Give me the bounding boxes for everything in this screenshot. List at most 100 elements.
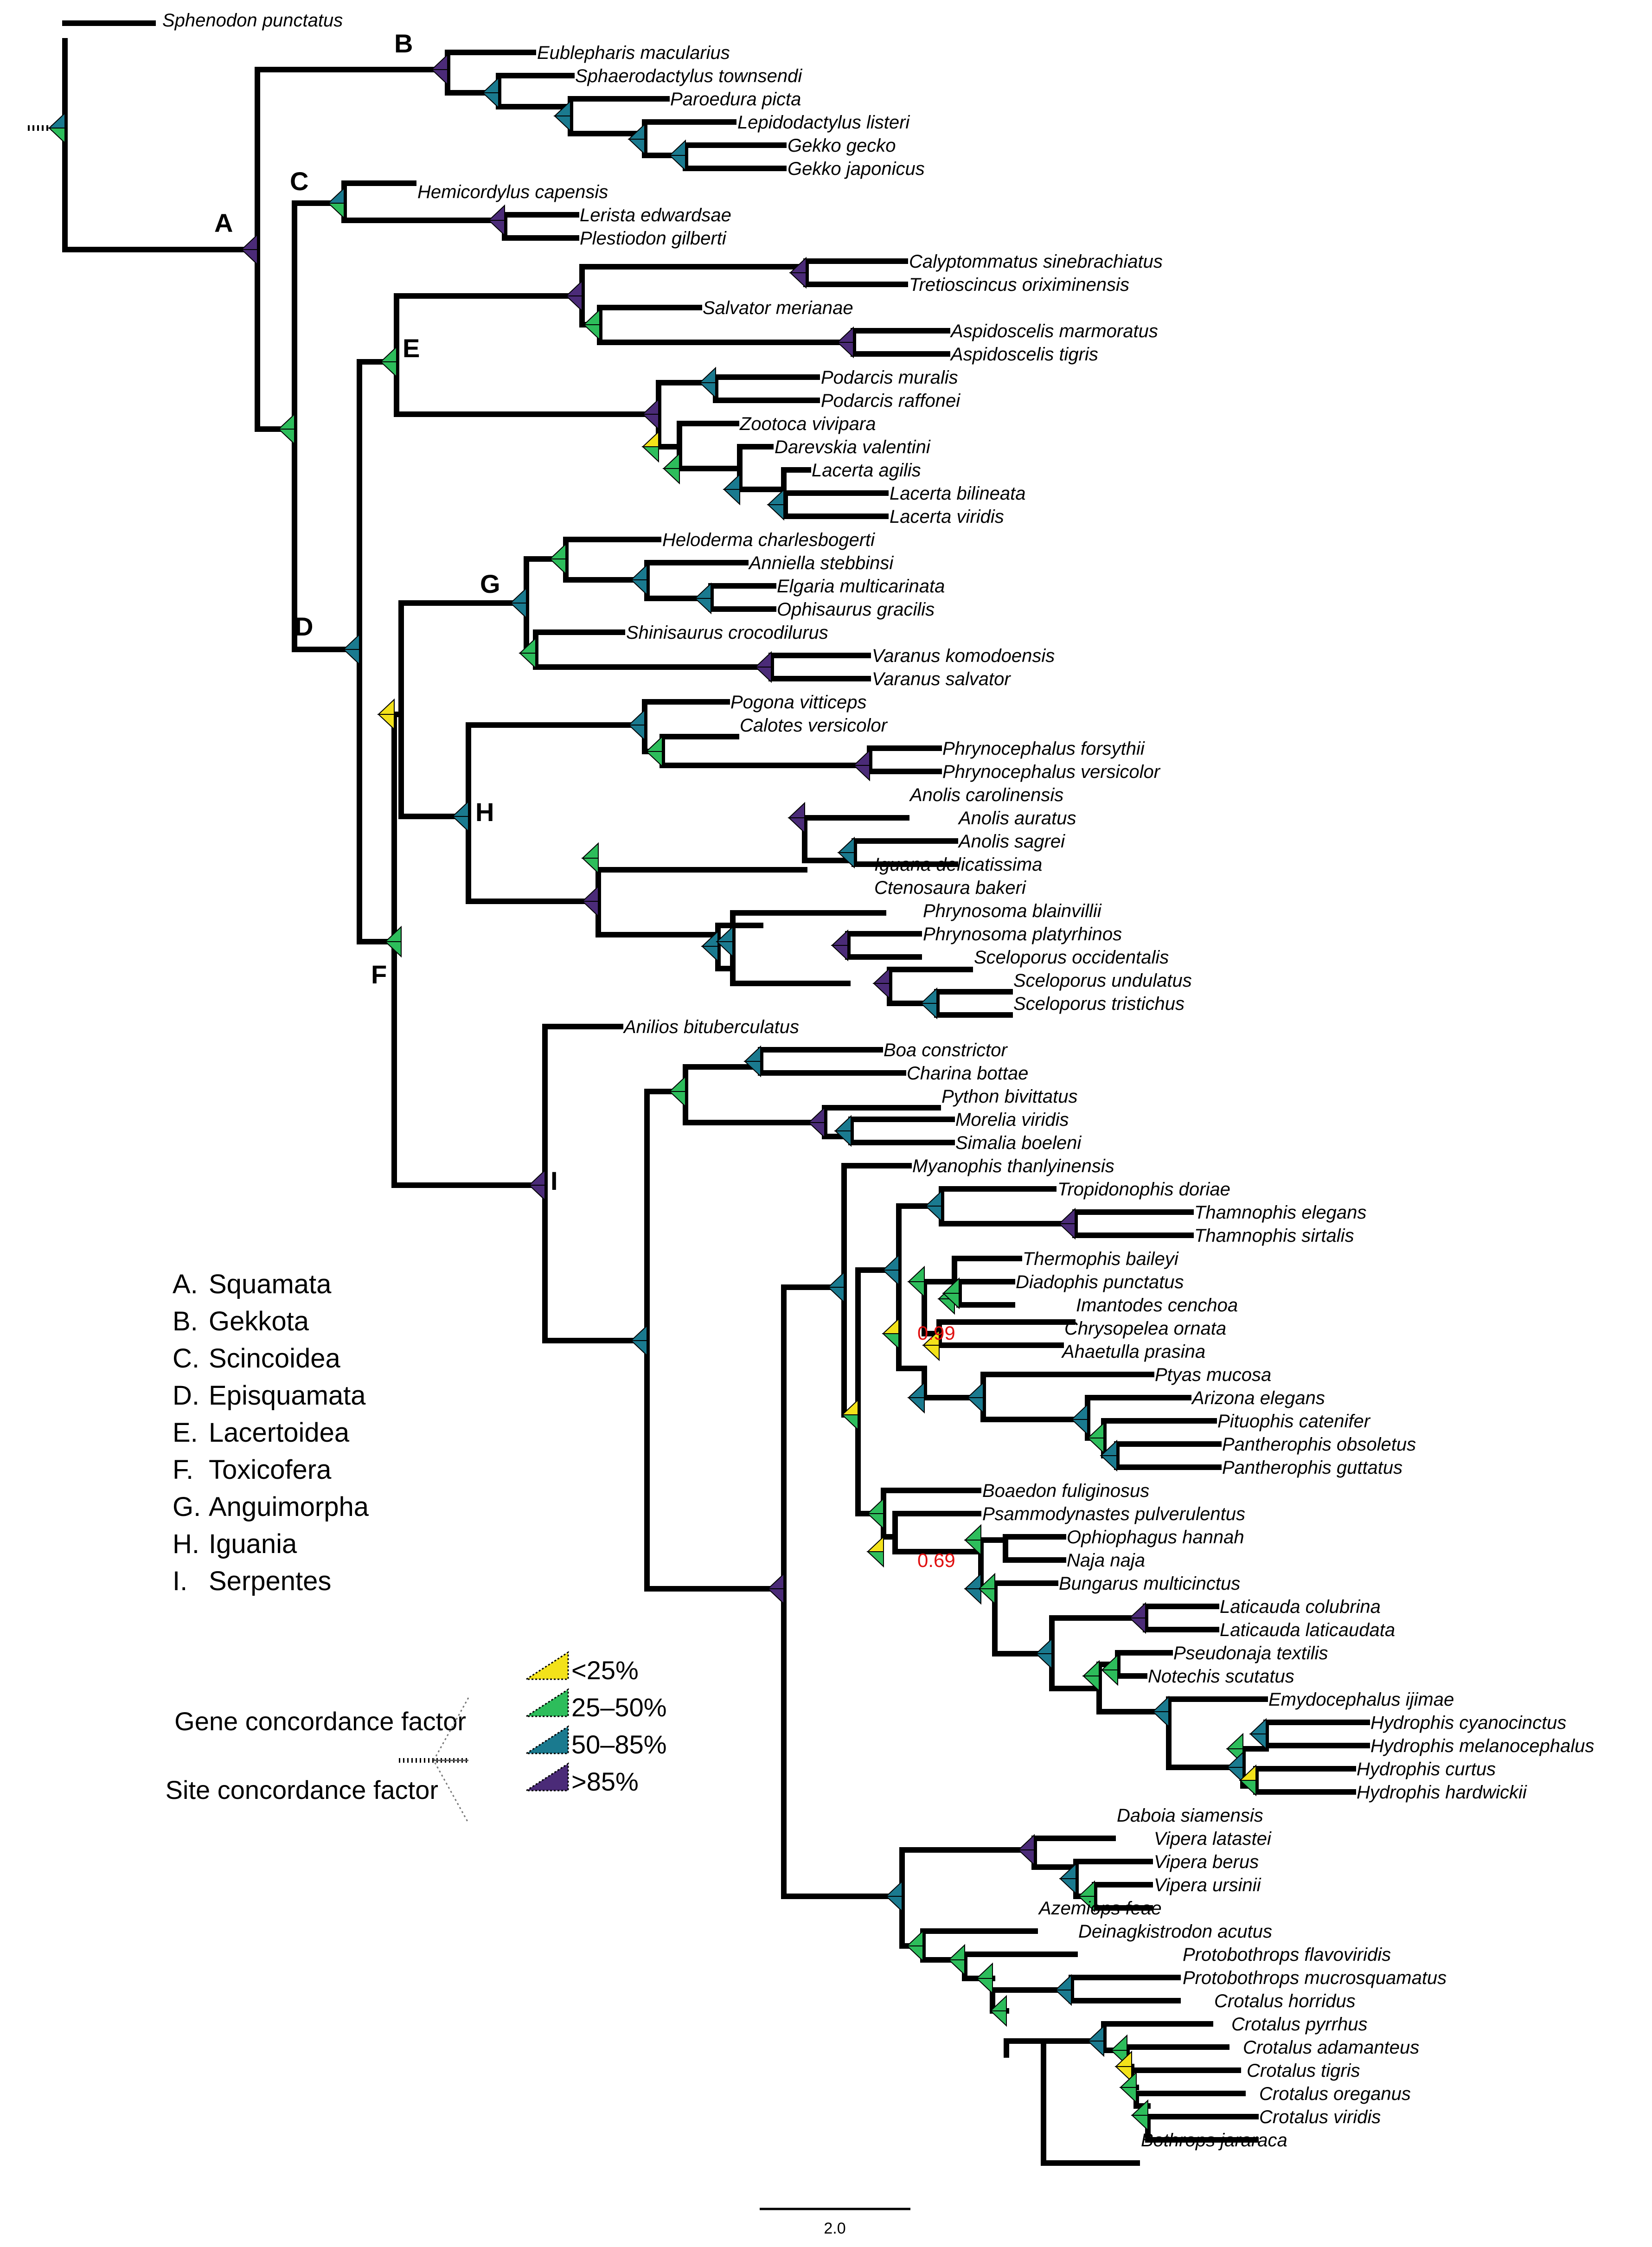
tip-label: Lacerta bilineata: [890, 483, 1026, 504]
tip-label: Protobothrops flavoviridis: [1183, 1945, 1391, 1965]
gcf-triangle: [837, 836, 855, 853]
tip-labels: Sphenodon punctatus Eublepharis maculariu…: [162, 10, 1594, 2151]
tip-label: Phrynosoma blainvillii: [923, 901, 1102, 921]
scf-triangle: [384, 941, 402, 958]
legend-letter: F.: [173, 1455, 193, 1485]
legend-letter: I.: [173, 1566, 187, 1596]
tip-label: Charina bottae: [907, 1063, 1028, 1084]
tip-label: Anolis sagrei: [958, 831, 1065, 852]
tip-label: Varanus salvator: [872, 669, 1011, 689]
scf-triangle: [628, 725, 645, 741]
scf-triangle: [1017, 1849, 1035, 1866]
gcf-triangle: [487, 204, 505, 221]
gcf-triangle: [628, 709, 645, 725]
gcf-triangle: [645, 735, 663, 752]
tip-label: Hydrophis curtus: [1357, 1759, 1496, 1779]
legend-letter: C.: [173, 1343, 199, 1374]
scf-triangle: [1239, 1780, 1256, 1797]
legend-name: Serpentes: [209, 1566, 331, 1596]
tip-label: Tropidonophis doriae: [1057, 1179, 1230, 1200]
tip-label: Elgaria multicarinata: [777, 576, 945, 597]
tip-label: Calotes versicolor: [740, 715, 888, 736]
gcf-triangle: [509, 587, 527, 603]
clade-letters: A B C D E F G H I: [214, 29, 558, 1195]
tip-label: Salvator merianae: [703, 298, 853, 318]
tip-label: Lacerta viridis: [890, 507, 1004, 527]
support-values: 0.99 0.69: [917, 1322, 955, 1571]
legend-name: Squamata: [209, 1269, 332, 1299]
tip-label: Hemicordylus capensis: [417, 182, 608, 202]
gcf-triangle: [807, 1106, 825, 1123]
gcf-triangle: [641, 430, 659, 447]
scf-triangle: [767, 1588, 784, 1605]
scf-triangle: [754, 667, 772, 683]
gcf-triangle: [1017, 1834, 1035, 1850]
gcf-triangle: [975, 1962, 993, 1979]
scf-triangle: [1226, 1767, 1243, 1784]
gcf-triangle: [1035, 1637, 1052, 1654]
gcf-triangle: [882, 1317, 899, 1334]
scf-triangle: [907, 1281, 925, 1298]
cf-bin-label: <25%: [571, 1656, 639, 1685]
gcf-triangle: [277, 413, 295, 430]
tip-label: Eublepharis macularius: [537, 43, 730, 63]
tip-label: Darevskia valentini: [775, 437, 931, 457]
tip-label: Hydrophis hardwickii: [1357, 1782, 1527, 1803]
site-cf-label: Site concordance factor: [166, 1775, 438, 1804]
tip-label: Calyptommatus sinebrachiatus: [909, 251, 1163, 272]
gcf-triangle: [430, 53, 448, 70]
scf-triangle: [836, 342, 854, 359]
gcf-triangle: [964, 1524, 981, 1541]
scf-triangle: [852, 765, 870, 782]
gcf-triangle: [698, 366, 716, 383]
clade-letter: G: [480, 569, 500, 598]
cf-bin-label: 50–85%: [571, 1730, 667, 1759]
scf-triangle: [641, 414, 659, 430]
scf-triangle: [837, 852, 855, 869]
tip-label: Sceloporus occidentalis: [974, 947, 1169, 968]
scf-triangle: [377, 714, 395, 731]
legend-letter: G.: [173, 1492, 201, 1522]
tip-label: Pituophis catenifer: [1217, 1411, 1371, 1432]
scf-triangle: [866, 1551, 884, 1568]
gcf-triangle: [327, 187, 345, 204]
cf-bin-swatch: [524, 1688, 569, 1717]
legend-name: Iguania: [209, 1529, 297, 1559]
gcf-triangle: [565, 280, 583, 296]
scf-triangle: [964, 1588, 981, 1605]
scf-triangle: [1054, 1990, 1072, 2006]
tip-label: Pseudonaja textilis: [1173, 1643, 1328, 1663]
tip-label: Protobothrops mucrosquamatus: [1183, 1968, 1447, 1988]
scf-triangle: [1087, 2041, 1104, 2057]
cf-key-symbol: [399, 1697, 469, 1823]
legend-name: Episquamata: [209, 1380, 366, 1411]
scf-triangle: [882, 1270, 899, 1286]
tip-label: Anniella stebbinsi: [748, 553, 894, 573]
gcf-triangle: [907, 1265, 925, 1282]
tip-label: Diadophis punctatus: [1016, 1272, 1184, 1292]
scf-triangle: [1070, 1419, 1088, 1436]
scf-triangle: [978, 1588, 995, 1605]
gcf-triangle: [549, 543, 566, 559]
gcf-triangle: [581, 885, 599, 902]
scf-triangle: [807, 1122, 825, 1139]
tip-label: Hydrophis melanocephalus: [1370, 1736, 1594, 1756]
scf-triangle: [630, 1340, 647, 1357]
clade-letter: F: [371, 960, 387, 989]
gcf-triangle: [866, 1497, 884, 1514]
tip-label: Varanus komodoensis: [872, 646, 1055, 666]
tip-label: Laticauda colubrina: [1220, 1597, 1381, 1617]
scf-triangle: [1058, 1223, 1076, 1240]
tip-label: Crotalus pyrrhus: [1231, 2014, 1367, 2035]
tip-label: Sphenodon punctatus: [162, 10, 343, 31]
tip-label: Crotalus horridus: [1214, 1991, 1356, 2011]
scf-triangle: [430, 69, 448, 86]
scf-triangle: [966, 1397, 984, 1414]
scf-triangle: [240, 249, 258, 266]
tip-label: Morelia viridis: [955, 1110, 1069, 1130]
tip-label: Deinagkistrodon acutus: [1078, 1921, 1272, 1942]
support-value: 0.99: [917, 1322, 955, 1344]
scf-triangle: [906, 1945, 923, 1962]
tip-label: Phrynocephalus forsythii: [942, 738, 1145, 759]
